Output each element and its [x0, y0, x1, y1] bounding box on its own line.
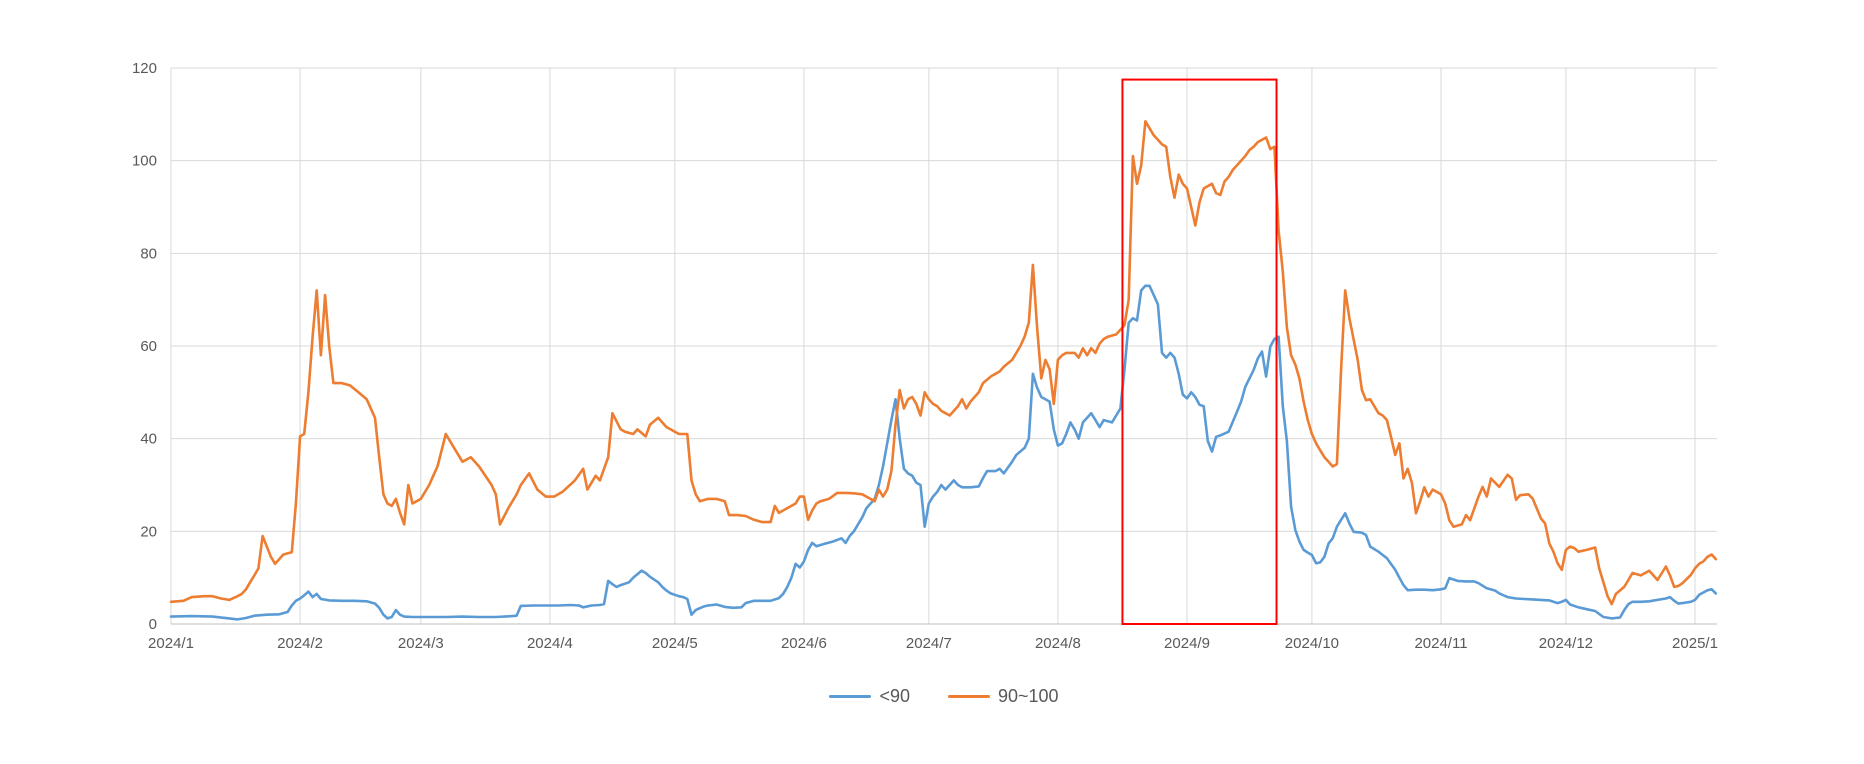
x-axis-tick-label: 2024/8 — [1035, 635, 1081, 652]
x-axis-tick-label: 2024/9 — [1164, 635, 1210, 652]
x-axis-tick-label: 2024/5 — [652, 635, 698, 652]
x-axis-tick-label: 2025/1 — [1672, 635, 1718, 652]
legend-label: <90 — [879, 686, 910, 706]
y-axis-tick-label: 40 — [140, 431, 157, 448]
x-axis-tick-label: 2024/2 — [277, 635, 323, 652]
x-axis-tick-label: 2024/11 — [1414, 635, 1467, 652]
x-axis-tick-label: 2024/1 — [148, 635, 194, 652]
chart-legend: <90 90~100 — [171, 686, 1717, 707]
series-line-lt90 — [169, 284, 1718, 621]
y-axis-tick-label: 60 — [140, 338, 157, 355]
y-axis-tick-label: 120 — [132, 60, 157, 77]
x-axis-tick-label: 2024/6 — [781, 635, 827, 652]
x-axis-tick-label: 2024/12 — [1539, 635, 1593, 652]
y-axis-tick-label: 80 — [140, 245, 157, 262]
legend-line-swatch — [947, 695, 990, 698]
legend-line-swatch — [829, 695, 872, 698]
y-axis-tick-label: 0 — [149, 616, 157, 633]
x-axis-tick-label: 2024/4 — [527, 635, 573, 652]
y-axis-tick-label: 20 — [140, 523, 157, 540]
x-axis-tick-label: 2024/7 — [906, 635, 952, 652]
x-axis-tick-label: 2024/10 — [1285, 635, 1339, 652]
y-axis-tick-label: 100 — [132, 153, 157, 170]
legend-label: 90~100 — [997, 686, 1059, 706]
series-line-90to100 — [169, 120, 1718, 606]
legend-item-90to100: 90~100 — [947, 686, 1059, 707]
highlight-box — [1121, 78, 1278, 626]
x-axis-tick-label: 2024/3 — [398, 635, 444, 652]
legend-item-lt90: <90 — [829, 686, 910, 707]
